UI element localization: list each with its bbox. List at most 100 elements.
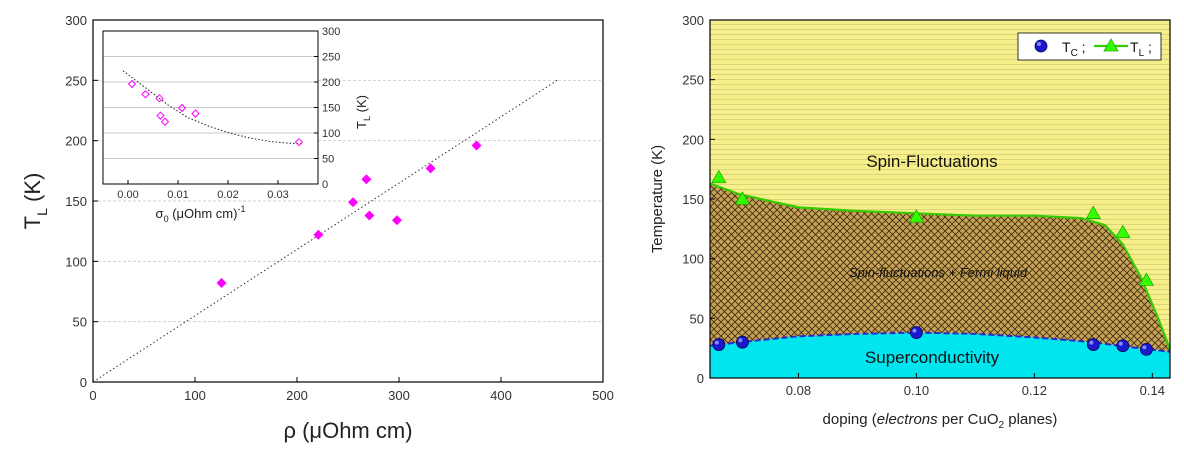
x-tick-label: 200 [286, 388, 308, 403]
inset-y-tick-label: 250 [322, 52, 340, 64]
y-tick-label: 150 [682, 192, 704, 207]
inset-y-tick-label: 0 [322, 179, 328, 191]
inset-y-tick-label: 50 [322, 154, 334, 166]
phase-diagram-chart: Spin-Fluctuations Spin-fluctuations + Fer… [649, 13, 1172, 431]
tc-marker-highlight [738, 338, 743, 343]
tc-marker-highlight [1089, 340, 1094, 345]
tl-curve [709, 182, 1172, 350]
y-tick-label: 300 [682, 13, 704, 28]
x-tick-label: 0.10 [904, 383, 929, 398]
inset-x-label-unit: (μOhm cm) [169, 206, 238, 221]
inset-x-label-sub: 0 [164, 214, 169, 224]
x-label-mid: per CuO [938, 411, 999, 428]
y-tick-label: 100 [682, 252, 704, 267]
legend-tl-main: T [1130, 39, 1139, 55]
data-point [425, 163, 436, 174]
x-tick-label: 0 [89, 388, 96, 403]
y-tick-label: 100 [65, 254, 87, 269]
inset-y-tick-label: 100 [322, 128, 340, 140]
y-axis-label-main: T [20, 216, 45, 229]
inset-x-tick-label: 0.01 [167, 189, 188, 201]
linear-fit-line [93, 79, 558, 382]
data-point [471, 140, 482, 151]
y-tick-label: 50 [73, 315, 87, 330]
inset-fit-curve [122, 70, 304, 145]
x-tick-label: 400 [490, 388, 512, 403]
superconductivity-region [710, 332, 1170, 378]
inset-data-point [160, 117, 170, 126]
legend-tl-marker [1103, 38, 1119, 52]
y-tick-label: 200 [65, 134, 87, 149]
x-tick-label: 0.12 [1022, 383, 1047, 398]
tc-marker-highlight [912, 328, 917, 333]
x-label-post: planes) [1004, 411, 1057, 428]
y-axis-label-unit: (K) [20, 173, 45, 208]
inset-data-point [141, 90, 150, 99]
tc-marker-highlight [1142, 345, 1147, 350]
tc-marker [1116, 339, 1130, 353]
tc-marker [736, 335, 749, 349]
inset-x-axis-label: σ0 (μOhm cm)-1 [156, 204, 246, 224]
inset-y-tick-label: 200 [322, 77, 340, 89]
data-point [361, 174, 372, 185]
tl-marker [711, 169, 727, 184]
inset-y-label-sub: L [362, 116, 372, 121]
legend-tc-sep: ; [1078, 39, 1086, 55]
tl-marker [734, 191, 751, 205]
data-point [348, 197, 359, 208]
tl-marker [1115, 224, 1131, 239]
legend-tc-sub: C [1071, 48, 1078, 59]
region-label-top: Spin-Fluctuations [866, 152, 997, 171]
legend-tl-sub: L [1139, 48, 1145, 59]
data-point [313, 229, 324, 240]
tc-marker [910, 326, 923, 340]
legend-tl-label: TL ; [1130, 39, 1152, 59]
inset-data-point [156, 111, 165, 120]
x-label-pre: doping ( [823, 411, 877, 428]
data-point [216, 278, 227, 289]
inset-x-tick-label: 0.00 [117, 189, 138, 201]
inset-data-point [177, 103, 187, 113]
y-tick-label: 0 [697, 371, 704, 386]
inset-x-label-main: σ [156, 206, 164, 221]
x-tick-label: 100 [184, 388, 206, 403]
tl-marker [1085, 205, 1102, 219]
y-tick-label: 200 [682, 132, 704, 147]
inset-y-axis-label: TL (K) [354, 95, 372, 129]
inset-x-tick-label: 0.03 [267, 189, 288, 201]
tc-marker-highlight [1118, 341, 1123, 346]
legend-tc-highlight [1037, 42, 1041, 46]
x-tick-label: 0.14 [1140, 383, 1165, 398]
legend: TC ; TL ; [1017, 32, 1162, 61]
tc-marker [1086, 338, 1100, 351]
tl-marker [1138, 272, 1155, 286]
legend-tc-main: T [1062, 39, 1071, 55]
y-tick-label: 150 [65, 194, 87, 209]
fermi-liquid-region [710, 183, 1170, 352]
y-tick-label: 50 [690, 311, 704, 326]
x-tick-label: 500 [592, 388, 614, 403]
tc-marker [712, 338, 726, 351]
inset-y-tick-label: 150 [322, 103, 340, 115]
x-tick-label: 300 [388, 388, 410, 403]
x-axis-label: ρ (μOhm cm) [283, 418, 412, 443]
region-label-bottom: Superconductivity [865, 348, 1000, 367]
y-tick-label: 300 [65, 13, 87, 28]
inset-x-label-sup: -1 [237, 204, 245, 214]
tc-curve [709, 331, 1171, 353]
y-axis-label-right: Temperature (K) [649, 145, 666, 253]
x-label-italic: electrons [877, 411, 938, 428]
y-tick-label: 250 [65, 73, 87, 88]
data-point [391, 215, 402, 226]
x-label-sub: 2 [999, 420, 1005, 431]
legend-tl-sep: ; [1144, 39, 1152, 55]
legend-tc-marker [1034, 39, 1048, 53]
y-tick-label: 0 [80, 375, 87, 390]
tc-marker [1140, 342, 1153, 356]
tc-marker-highlight [714, 340, 719, 345]
y-axis-label: TL (K) [20, 173, 50, 230]
inset-data-point [127, 79, 137, 89]
